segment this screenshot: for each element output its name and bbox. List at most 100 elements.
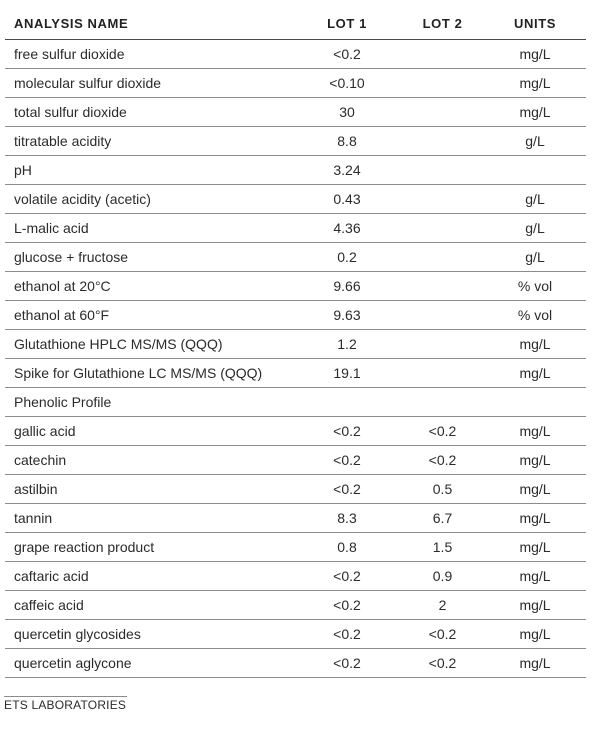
analysis-table: ANALYSIS NAME LOT 1 LOT 2 UNITS free sul…	[5, 8, 586, 678]
cell-units: mg/L	[484, 358, 586, 388]
cell-lot-2: 1.5	[401, 532, 484, 562]
cell-units: mg/L	[484, 445, 586, 475]
cell-analysis-name: ethanol at 60°F	[5, 300, 293, 330]
cell-analysis-name: catechin	[5, 445, 293, 475]
cell-units: % vol	[484, 300, 586, 330]
cell-units: mg/L	[484, 561, 586, 591]
column-header-lot-1: LOT 1	[293, 8, 401, 40]
cell-lot-2	[401, 329, 484, 359]
table-row: total sulfur dioxide 30 mg/L	[5, 97, 586, 127]
cell-lot-1: 8.3	[293, 503, 401, 533]
cell-units	[484, 387, 586, 417]
cell-analysis-name: quercetin aglycone	[5, 648, 293, 678]
column-header-analysis-name: ANALYSIS NAME	[5, 8, 293, 40]
cell-lot-2	[401, 155, 484, 185]
cell-units: mg/L	[484, 97, 586, 127]
table-row: ethanol at 60°F 9.63 % vol	[5, 300, 586, 330]
cell-lot-1: 0.8	[293, 532, 401, 562]
cell-units: mg/L	[484, 532, 586, 562]
cell-lot-2	[401, 271, 484, 301]
cell-lot-2	[401, 300, 484, 330]
cell-units: mg/L	[484, 39, 586, 69]
cell-analysis-name: caffeic acid	[5, 590, 293, 620]
cell-units: mg/L	[484, 648, 586, 678]
cell-lot-1: 0.43	[293, 184, 401, 214]
cell-units: g/L	[484, 242, 586, 272]
cell-lot-2: 6.7	[401, 503, 484, 533]
cell-lot-1: 4.36	[293, 213, 401, 243]
cell-lot-2	[401, 242, 484, 272]
cell-lot-2	[401, 358, 484, 388]
cell-units: g/L	[484, 213, 586, 243]
column-header-units: UNITS	[484, 8, 586, 40]
table-row: molecular sulfur dioxide <0.10 mg/L	[5, 68, 586, 98]
cell-analysis-name: gallic acid	[5, 416, 293, 446]
cell-lot-1: <0.2	[293, 445, 401, 475]
cell-lot-1: <0.2	[293, 561, 401, 591]
table-row: quercetin aglycone <0.2 <0.2 mg/L	[5, 648, 586, 678]
cell-units: mg/L	[484, 68, 586, 98]
cell-lot-1: 19.1	[293, 358, 401, 388]
cell-units: mg/L	[484, 329, 586, 359]
cell-analysis-name: Spike for Glutathione LC MS/MS (QQQ)	[5, 358, 293, 388]
table-row: L-malic acid 4.36 g/L	[5, 213, 586, 243]
cell-lot-1: <0.2	[293, 648, 401, 678]
cell-lot-2: <0.2	[401, 619, 484, 649]
table-row: free sulfur dioxide <0.2 mg/L	[5, 39, 586, 69]
cell-lot-1: 0.2	[293, 242, 401, 272]
footer-lab-name: ETS LABORATORIES	[4, 698, 127, 712]
cell-lot-1: 3.24	[293, 155, 401, 185]
analysis-table-container: ANALYSIS NAME LOT 1 LOT 2 UNITS free sul…	[5, 8, 586, 678]
cell-lot-2	[401, 387, 484, 417]
cell-lot-1: 30	[293, 97, 401, 127]
cell-lot-2	[401, 184, 484, 214]
cell-analysis-name: molecular sulfur dioxide	[5, 68, 293, 98]
table-header: ANALYSIS NAME LOT 1 LOT 2 UNITS	[5, 8, 586, 40]
table-row: Spike for Glutathione LC MS/MS (QQQ) 19.1…	[5, 358, 586, 388]
table-body: free sulfur dioxide <0.2 mg/L molecular sul…	[5, 39, 586, 678]
cell-lot-1: <0.2	[293, 474, 401, 504]
cell-lot-2: 0.5	[401, 474, 484, 504]
cell-lot-2: 2	[401, 590, 484, 620]
table-row: Phenolic Profile	[5, 387, 586, 417]
cell-units: mg/L	[484, 590, 586, 620]
column-header-lot-2: LOT 2	[401, 8, 484, 40]
cell-lot-1: <0.2	[293, 590, 401, 620]
cell-lot-2	[401, 68, 484, 98]
table-row: titratable acidity 8.8 g/L	[5, 126, 586, 156]
cell-lot-1: 8.8	[293, 126, 401, 156]
cell-units: g/L	[484, 126, 586, 156]
table-row: Glutathione HPLC MS/MS (QQQ) 1.2 mg/L	[5, 329, 586, 359]
cell-lot-2: 0.9	[401, 561, 484, 591]
cell-analysis-name: quercetin glycosides	[5, 619, 293, 649]
table-row: volatile acidity (acetic) 0.43 g/L	[5, 184, 586, 214]
cell-analysis-name: Phenolic Profile	[5, 387, 293, 417]
cell-analysis-name: grape reaction product	[5, 532, 293, 562]
footer-divider	[4, 696, 127, 697]
cell-units: mg/L	[484, 416, 586, 446]
cell-lot-1: <0.2	[293, 416, 401, 446]
table-row: tannin 8.3 6.7 mg/L	[5, 503, 586, 533]
table-row: glucose + fructose 0.2 g/L	[5, 242, 586, 272]
cell-lot-2	[401, 39, 484, 69]
cell-analysis-name: L-malic acid	[5, 213, 293, 243]
cell-analysis-name: astilbin	[5, 474, 293, 504]
cell-analysis-name: caftaric acid	[5, 561, 293, 591]
table-header-row: ANALYSIS NAME LOT 1 LOT 2 UNITS	[5, 8, 586, 40]
cell-lot-2: <0.2	[401, 445, 484, 475]
cell-analysis-name: tannin	[5, 503, 293, 533]
cell-units	[484, 155, 586, 185]
cell-lot-2: <0.2	[401, 648, 484, 678]
cell-analysis-name: pH	[5, 155, 293, 185]
cell-lot-2: <0.2	[401, 416, 484, 446]
cell-analysis-name: titratable acidity	[5, 126, 293, 156]
table-row: catechin <0.2 <0.2 mg/L	[5, 445, 586, 475]
cell-lot-1: 9.66	[293, 271, 401, 301]
cell-lot-1: <0.10	[293, 68, 401, 98]
cell-lot-1: 1.2	[293, 329, 401, 359]
cell-units: mg/L	[484, 619, 586, 649]
cell-analysis-name: free sulfur dioxide	[5, 39, 293, 69]
cell-lot-1: <0.2	[293, 619, 401, 649]
table-row: ethanol at 20°C 9.66 % vol	[5, 271, 586, 301]
cell-lot-1: <0.2	[293, 39, 401, 69]
